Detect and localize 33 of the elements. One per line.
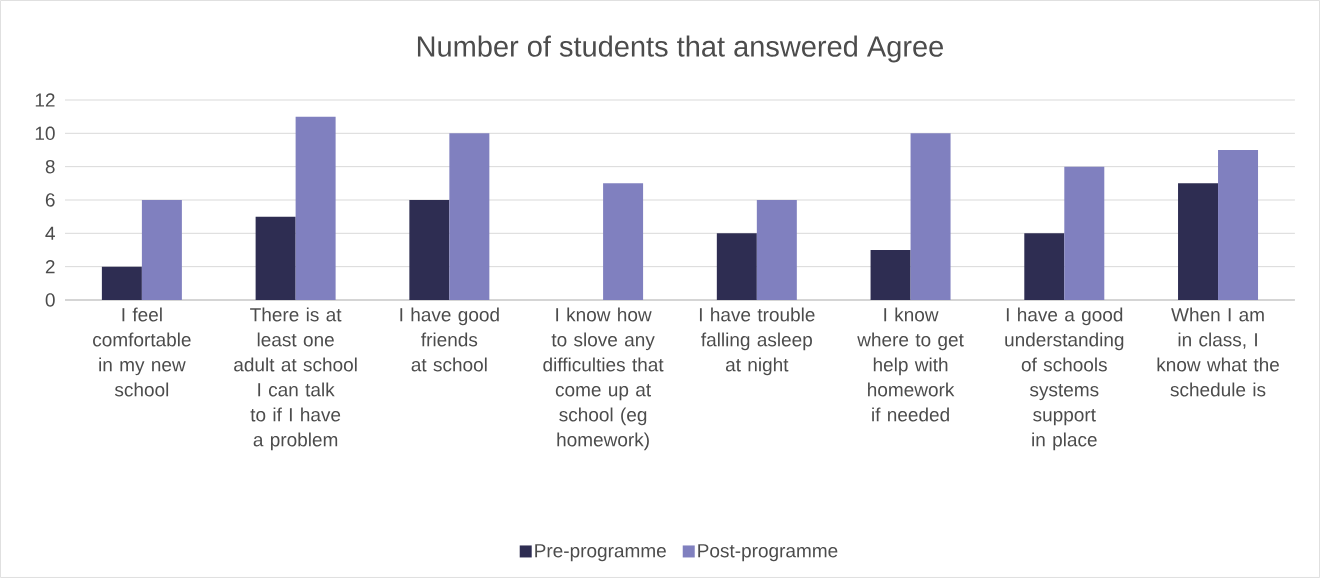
bar: [870, 249, 911, 300]
bar: [295, 116, 336, 300]
x-tick-label: I have good friends at school: [400, 307, 499, 372]
bar: [101, 266, 142, 300]
legend-label: Pre-programme: [535, 544, 666, 562]
bar: [1064, 166, 1105, 300]
x-tick-label: I have trouble falling asleep at night: [699, 307, 815, 376]
bar: [756, 199, 797, 300]
bar: [1024, 233, 1065, 300]
x-tick-label: I feel comfortable in my new school: [93, 307, 191, 397]
bar: [449, 133, 490, 300]
y-tick-label: 10: [35, 126, 55, 141]
y-tick-label: 12: [35, 93, 55, 107]
bar: [716, 233, 757, 300]
legend-label: Post-programme: [698, 544, 838, 562]
bar: [603, 183, 644, 300]
x-tick-label: I know how to slove any difficulties that come up at school (eg homework): [543, 307, 664, 451]
chart-title: Number of students that answered Agree: [417, 35, 943, 63]
y-tick-label: 0: [45, 293, 55, 307]
bar: [255, 216, 296, 300]
x-tick-label: There is at least one adult at school I can talk to if I have a problem: [234, 307, 357, 451]
bar: [409, 199, 450, 300]
x-tick-label: When I am in class, I know what the schedule is: [1157, 307, 1279, 397]
bar: [141, 199, 182, 300]
x-tick-label: I have a good understanding of schools systems support in place: [1005, 307, 1124, 451]
x-tick-label: I know where to get help with homework if needed: [857, 307, 964, 422]
y-tick-label: 2: [45, 260, 55, 274]
bar: [1218, 149, 1259, 300]
y-tick-label: 8: [45, 159, 55, 174]
bar: [910, 133, 951, 300]
y-tick-label: 6: [45, 193, 55, 207]
bar: [1178, 183, 1219, 300]
y-tick-label: 4: [45, 226, 55, 240]
